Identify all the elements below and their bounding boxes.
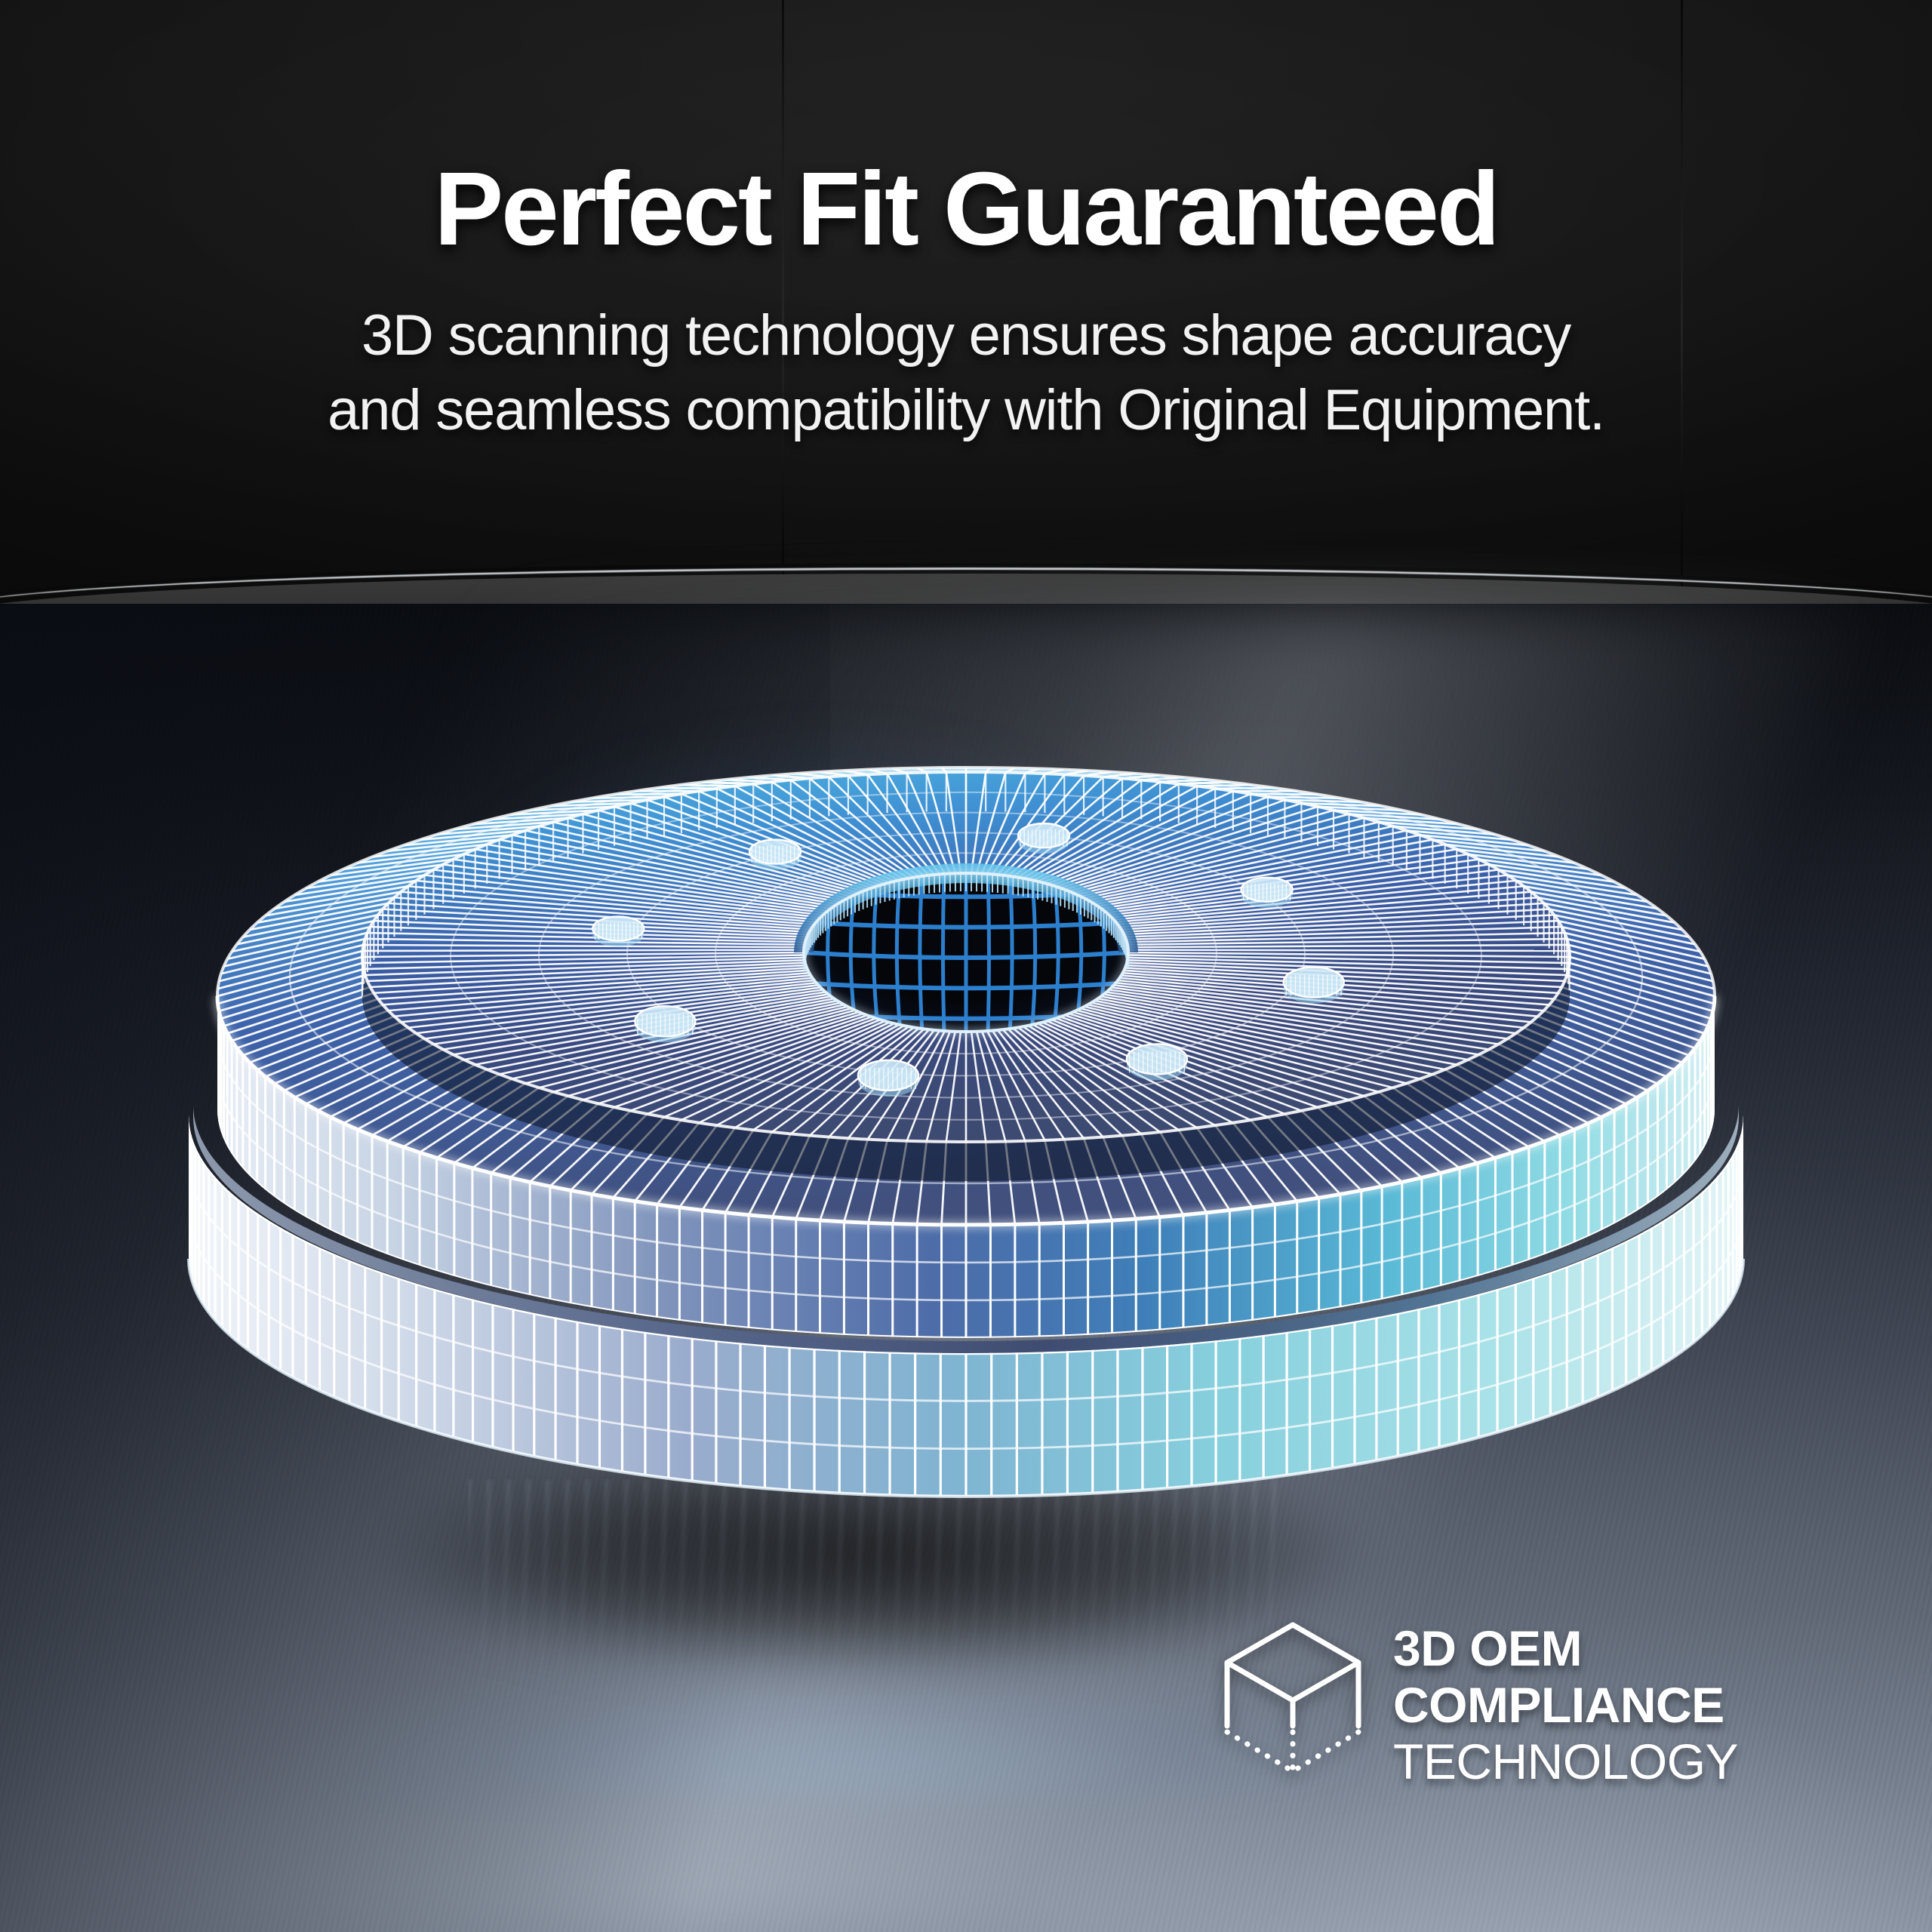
wall-panel-seam-right	[1681, 0, 1683, 604]
logo-text-block: 3D OEM COMPLIANCE TECHNOLOGY	[1393, 1619, 1739, 1789]
ledge-highlight-line	[0, 568, 1932, 696]
wall-panel-seam-left	[782, 0, 784, 604]
rotor-svg	[187, 766, 1745, 1498]
logo-line-2: COMPLIANCE	[1393, 1677, 1724, 1733]
page-title: Perfect Fit Guaranteed	[434, 151, 1500, 267]
brake-drum-wireframe	[162, 679, 1770, 1570]
header-block: Perfect Fit Guaranteed 3D scanning techn…	[0, 0, 1932, 448]
wall-vignette	[0, 0, 1932, 604]
subtitle-line-1: 3D scanning technology ensures shape acc…	[361, 303, 1571, 368]
ledge-shadow-line	[0, 563, 1932, 696]
studio-wall-background	[0, 0, 1932, 604]
wireframe-cube-icon	[1224, 1622, 1361, 1780]
subtitle-line-2: and seamless compatibility with Original…	[328, 377, 1605, 442]
rotor-reflection-streaks	[468, 1479, 1283, 1706]
logo-line-3: TECHNOLOGY	[1393, 1734, 1739, 1789]
rotor-geometry	[187, 766, 1745, 1498]
brand-logo-lockup: 3D OEM COMPLIANCE TECHNOLOGY	[1221, 1619, 1739, 1800]
logo-line-1: 3D OEM	[1393, 1620, 1583, 1676]
page-subtitle: 3D scanning technology ensures shape acc…	[0, 261, 1932, 448]
